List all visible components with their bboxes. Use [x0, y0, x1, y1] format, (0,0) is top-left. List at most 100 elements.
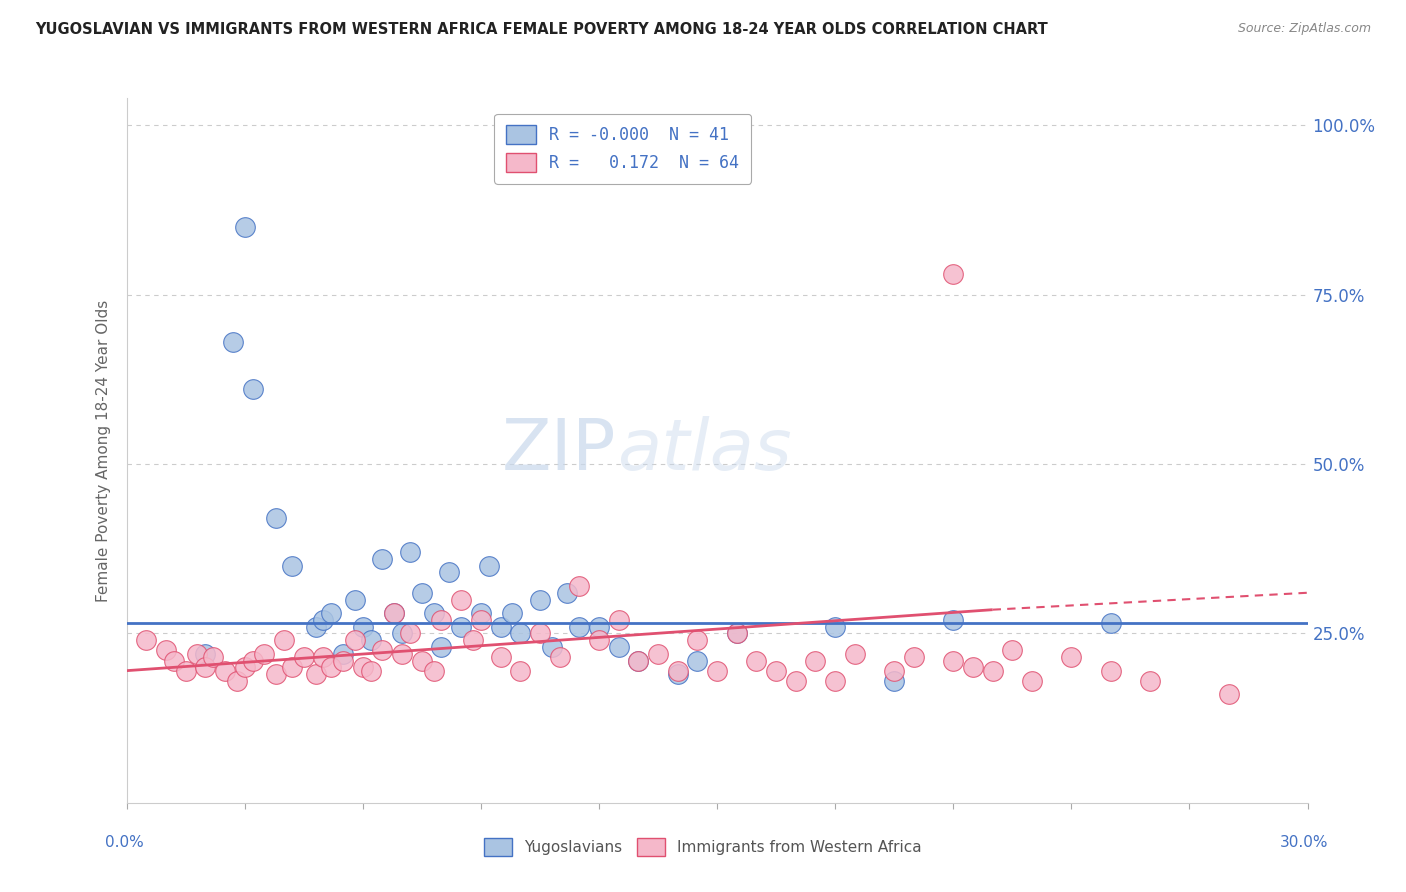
Point [588, 633, 610, 648]
Point [470, 606, 492, 620]
Point [242, 383, 264, 397]
Point [399, 545, 422, 559]
Point [174, 664, 197, 678]
Point [163, 653, 186, 667]
Point [411, 586, 433, 600]
Point [529, 592, 551, 607]
Point [360, 633, 382, 648]
Point [399, 626, 422, 640]
Point [529, 626, 551, 640]
Point [686, 633, 709, 648]
Point [647, 647, 669, 661]
Y-axis label: Female Poverty Among 18-24 Year Olds: Female Poverty Among 18-24 Year Olds [96, 300, 111, 601]
Point [489, 619, 512, 633]
Point [942, 268, 965, 282]
Point [962, 660, 984, 674]
Point [568, 619, 591, 633]
Point [439, 566, 461, 580]
Point [253, 647, 276, 661]
Point [430, 613, 453, 627]
Point [242, 653, 264, 667]
Point [430, 640, 453, 654]
Point [548, 650, 571, 665]
Point [360, 664, 382, 678]
Point [804, 653, 827, 667]
Point [568, 579, 591, 593]
Point [450, 619, 472, 633]
Point [225, 673, 247, 688]
Point [903, 650, 925, 665]
Point [1218, 687, 1240, 701]
Point [1060, 650, 1083, 665]
Point [824, 619, 846, 633]
Text: Source: ZipAtlas.com: Source: ZipAtlas.com [1237, 22, 1371, 36]
Point [540, 640, 562, 654]
Text: atlas: atlas [617, 416, 792, 485]
Point [292, 650, 315, 665]
Point [264, 667, 287, 681]
Point [382, 606, 405, 620]
Point [281, 660, 304, 674]
Point [281, 558, 304, 573]
Text: 30.0%: 30.0% [1281, 836, 1329, 850]
Point [371, 643, 394, 657]
Point [765, 664, 787, 678]
Point [844, 647, 866, 661]
Point [981, 664, 1004, 678]
Point [627, 653, 650, 667]
Point [942, 613, 965, 627]
Point [343, 592, 366, 607]
Point [321, 606, 343, 620]
Text: ZIP: ZIP [502, 416, 617, 485]
Point [332, 653, 354, 667]
Point [352, 660, 374, 674]
Point [1099, 616, 1122, 631]
Text: YUGOSLAVIAN VS IMMIGRANTS FROM WESTERN AFRICA FEMALE POVERTY AMONG 18-24 YEAR OL: YUGOSLAVIAN VS IMMIGRANTS FROM WESTERN A… [35, 22, 1047, 37]
Point [273, 633, 295, 648]
Point [422, 664, 444, 678]
Point [588, 619, 610, 633]
Point [470, 613, 492, 627]
Point [382, 606, 405, 620]
Point [391, 647, 413, 661]
Point [942, 653, 965, 667]
Point [607, 613, 630, 627]
Point [352, 619, 374, 633]
Point [202, 650, 225, 665]
Point [214, 664, 236, 678]
Point [666, 664, 689, 678]
Point [186, 647, 208, 661]
Point [461, 633, 484, 648]
Point [194, 660, 217, 674]
Point [509, 626, 531, 640]
Point [1099, 664, 1122, 678]
Point [1001, 643, 1024, 657]
Point [489, 650, 512, 665]
Point [883, 673, 905, 688]
Point [391, 626, 413, 640]
Point [332, 647, 354, 661]
Point [304, 667, 326, 681]
Point [1021, 673, 1043, 688]
Point [725, 626, 748, 640]
Point [371, 552, 394, 566]
Text: 0.0%: 0.0% [105, 836, 145, 850]
Legend: R = -0.000  N = 41, R =   0.172  N = 64: R = -0.000 N = 41, R = 0.172 N = 64 [495, 113, 751, 184]
Point [501, 606, 523, 620]
Point [312, 613, 335, 627]
Point [343, 633, 366, 648]
Point [509, 664, 531, 678]
Point [883, 664, 905, 678]
Point [233, 660, 256, 674]
Point [450, 592, 472, 607]
Point [411, 653, 433, 667]
Point [824, 673, 846, 688]
Legend: Yugoslavians, Immigrants from Western Africa: Yugoslavians, Immigrants from Western Af… [478, 832, 928, 862]
Point [557, 586, 579, 600]
Point [745, 653, 768, 667]
Point [135, 633, 157, 648]
Point [233, 219, 256, 234]
Point [155, 643, 177, 657]
Point [627, 653, 650, 667]
Point [194, 647, 217, 661]
